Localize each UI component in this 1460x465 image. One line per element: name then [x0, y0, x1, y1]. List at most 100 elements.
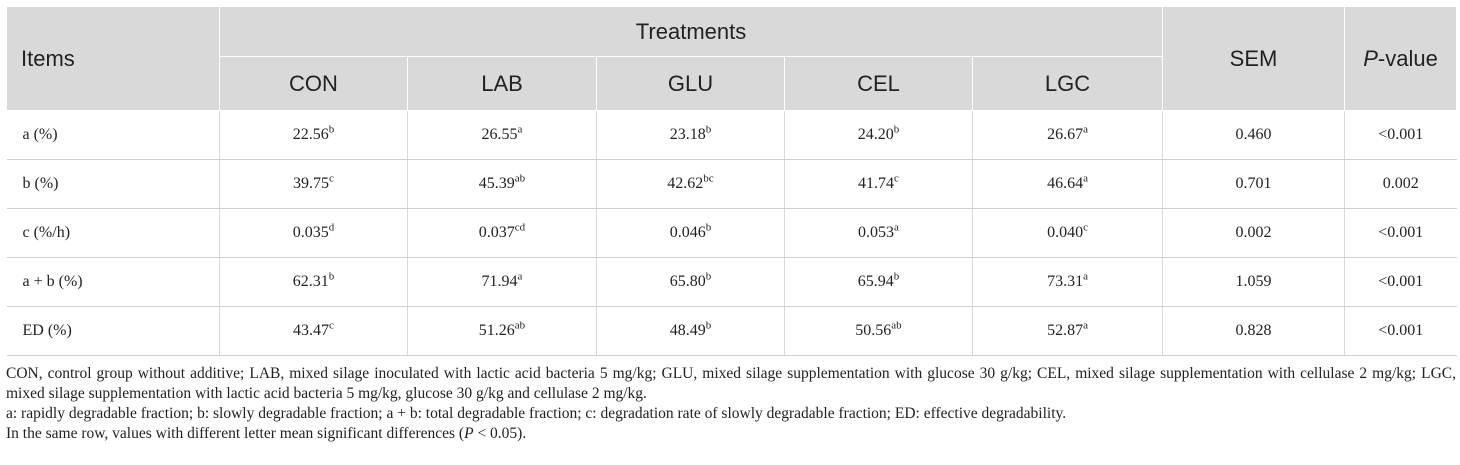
table-row: a (%) 22.56b 26.55a 23.18b 24.20b 26.67a 0.460… — [6, 110, 1457, 160]
cell-value: 62.31 — [292, 273, 329, 290]
header-treatments: Treatments — [218, 6, 1164, 57]
value-cell: 51.26ab — [407, 306, 597, 356]
cell-value: 22.56 — [292, 126, 329, 143]
significance-letter: b — [328, 270, 335, 283]
value-cell: 50.56ab — [784, 306, 973, 356]
significance-letter: c — [1083, 221, 1088, 234]
cell-value: 0.037 — [478, 224, 515, 241]
value-cell: 39.75c — [219, 159, 408, 209]
significance-letter: b — [705, 270, 712, 283]
value-cell: 26.55a — [407, 110, 597, 160]
cell-value: 73.31 — [1047, 273, 1084, 290]
row-label: a (%) — [6, 110, 220, 160]
footnote-significance-pre: In the same row, values with different l… — [6, 425, 465, 442]
significance-letter: cd — [514, 221, 526, 234]
value-cell: 48.49b — [596, 306, 785, 356]
cell-value: 52.87 — [1047, 322, 1084, 339]
significance-letter: ab — [891, 319, 902, 332]
table-row: a + b (%) 62.31b 71.94a 65.80b 65.94b 73.31a 1… — [6, 257, 1457, 307]
pvalue-cell: <0.001 — [1344, 110, 1457, 160]
significance-letter: a — [1083, 319, 1088, 332]
table-row: b (%) 39.75c 45.39ab 42.62bc 41.74c 46.64a 0.7… — [6, 159, 1457, 209]
table-row: ED (%) 43.47c 51.26ab 48.49b 50.56ab 52.87a 0.… — [6, 306, 1457, 356]
header-group: LAB — [407, 56, 597, 111]
table-figure: Items Treatments SEM P-value CON LAB GLU… — [6, 6, 1458, 444]
value-cell: 65.94b — [784, 257, 973, 307]
significance-letter: c — [329, 319, 334, 332]
value-cell: 24.20b — [784, 110, 973, 160]
significance-letter: ab — [514, 319, 526, 332]
significance-letter: b — [328, 123, 335, 136]
significance-letter: ab — [514, 172, 526, 185]
table-body: a (%) 22.56b 26.55a 23.18b 24.20b 26.67a 0.460… — [6, 110, 1457, 356]
cell-value: 65.80 — [669, 273, 706, 290]
value-cell: 43.47c — [219, 306, 408, 356]
pvalue-cell: <0.001 — [1344, 208, 1457, 258]
header-group: CON — [219, 56, 408, 111]
significance-letter: a — [1083, 270, 1088, 283]
value-cell: 65.80b — [596, 257, 785, 307]
value-cell: 0.053a — [784, 208, 973, 258]
cell-value: 0.040 — [1047, 224, 1084, 241]
cell-value: 48.49 — [669, 322, 706, 339]
sem-cell: 0.002 — [1162, 208, 1346, 258]
cell-value: 23.18 — [669, 126, 706, 143]
cell-value: 0.053 — [858, 224, 895, 241]
significance-letter: c — [329, 172, 334, 185]
significance-letter: d — [328, 221, 335, 234]
sem-cell: 1.059 — [1162, 257, 1346, 307]
header-pvalue-p: P — [1363, 45, 1378, 71]
header-group: GLU — [596, 56, 785, 111]
cell-value: 45.39 — [478, 175, 515, 192]
value-cell: 26.67a — [972, 110, 1164, 160]
footnote-significance-post: < 0.05). — [473, 425, 527, 442]
cell-value: 41.74 — [858, 175, 895, 192]
sem-cell: 0.828 — [1162, 306, 1346, 356]
significance-letter: a — [894, 221, 899, 234]
value-cell: 73.31a — [972, 257, 1164, 307]
table-footnotes: CON, control group without additive; LAB… — [6, 364, 1456, 444]
value-cell: 46.64a — [972, 159, 1164, 209]
significance-letter: b — [705, 319, 712, 332]
value-cell: 0.035d — [219, 208, 408, 258]
footnote-significance: In the same row, values with different l… — [6, 424, 1456, 444]
header-group: CEL — [784, 56, 973, 111]
pvalue-cell: <0.001 — [1344, 306, 1457, 356]
value-cell: 0.037cd — [407, 208, 597, 258]
row-label: ED (%) — [6, 306, 220, 356]
header-pvalue: P-value — [1344, 6, 1458, 111]
cell-value: 26.67 — [1047, 126, 1084, 143]
value-cell: 42.62bc — [596, 159, 785, 209]
footnote-significance-p: P — [464, 425, 474, 442]
value-cell: 62.31b — [219, 257, 408, 307]
value-cell: 71.94a — [407, 257, 597, 307]
cell-value: 46.64 — [1047, 175, 1084, 192]
significance-letter: b — [893, 123, 900, 136]
value-cell: 22.56b — [219, 110, 408, 160]
row-label: b (%) — [6, 159, 220, 209]
footnote-abbreviations: CON, control group without additive; LAB… — [6, 365, 1456, 402]
cell-value: 0.046 — [669, 224, 706, 241]
cell-value: 24.20 — [857, 126, 894, 143]
value-cell: 52.87a — [972, 306, 1164, 356]
pvalue-cell: <0.001 — [1344, 257, 1457, 307]
row-label: c (%/h) — [6, 208, 220, 258]
cell-value: 42.62 — [667, 175, 704, 192]
row-label: a + b (%) — [6, 257, 220, 307]
value-cell: 41.74c — [784, 159, 973, 209]
header-items: Items — [6, 6, 220, 111]
significance-letter: b — [705, 221, 712, 234]
header-pvalue-rest: -value — [1377, 45, 1438, 71]
significance-letter: a — [517, 270, 523, 283]
significance-letter: a — [1083, 123, 1088, 136]
cell-value: 51.26 — [478, 322, 515, 339]
table-row: c (%/h) 0.035d 0.037cd 0.046b 0.053a 0.040c 0.… — [6, 208, 1457, 258]
significance-letter: a — [517, 123, 523, 136]
significance-letter: bc — [703, 172, 714, 185]
cell-value: 0.035 — [292, 224, 329, 241]
significance-letter: c — [894, 172, 899, 185]
pvalue-cell: 0.002 — [1344, 159, 1457, 209]
value-cell: 23.18b — [596, 110, 785, 160]
cell-value: 71.94 — [481, 273, 518, 290]
cell-value: 65.94 — [857, 273, 894, 290]
